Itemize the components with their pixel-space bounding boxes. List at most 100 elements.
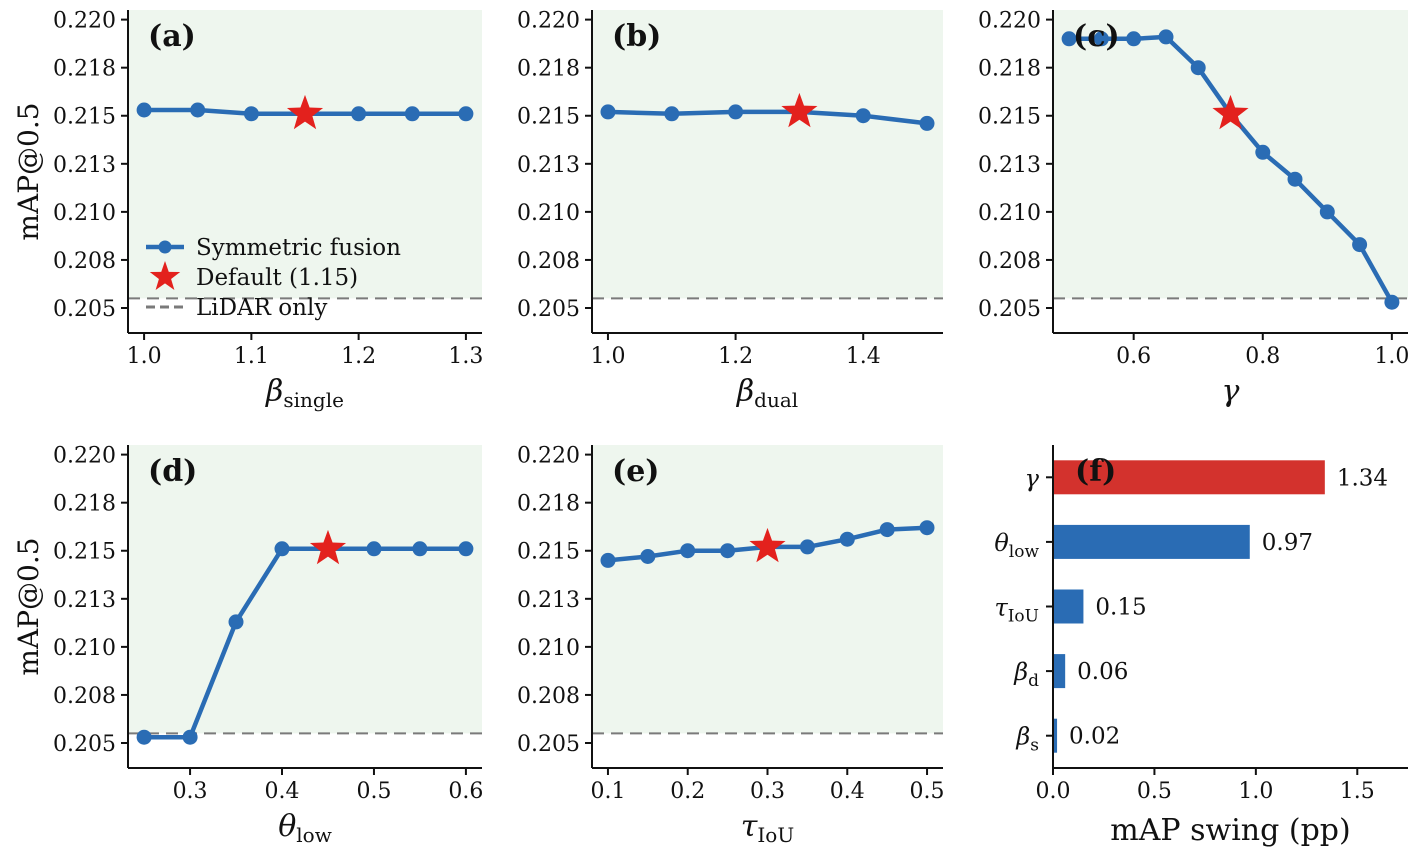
x-axis-label: γ <box>1222 374 1240 409</box>
data-point-marker <box>855 108 871 124</box>
y-tick-label: 0.210 <box>517 201 580 226</box>
y-tick-label: 0.210 <box>978 201 1041 226</box>
data-point-marker <box>366 541 382 557</box>
data-point-marker <box>1158 29 1174 45</box>
data-point-marker <box>664 106 680 122</box>
data-point-marker <box>1384 294 1400 310</box>
bar-category-label: θlow <box>994 529 1039 562</box>
data-point-marker <box>351 106 367 122</box>
y-tick-label: 0.213 <box>53 153 116 178</box>
data-point-marker <box>680 543 696 559</box>
data-point-marker <box>640 549 656 564</box>
panel-letter-label: (e) <box>612 454 659 489</box>
x-tick-label: 1.1 <box>234 344 269 369</box>
default-star-marker <box>309 529 347 565</box>
data-point-marker <box>1126 31 1142 47</box>
data-point-marker <box>182 729 198 745</box>
bar-value-label: 0.97 <box>1262 530 1313 556</box>
x-tick-label: 0.6 <box>1116 344 1151 369</box>
y-tick-label: 0.205 <box>53 732 116 757</box>
panel-a: 0.205 0.208 0.210 0.213 0.215 0.218 0.220 1.0 1.… <box>12 9 483 412</box>
y-tick-label: 0.208 <box>53 249 116 274</box>
above-baseline-shade <box>592 10 943 299</box>
above-baseline-shade <box>128 10 482 299</box>
y-tick-label: 0.220 <box>978 9 1041 34</box>
above-baseline-shade <box>592 445 943 734</box>
y-tick-label: 0.218 <box>517 492 580 517</box>
panel-f: 1.34 γ 0.97 θlow 0.15 τIoU 0.06 βd 0.02 βs 0.0 0.5 1… <box>994 445 1408 848</box>
y-tick-label: 0.205 <box>53 297 116 322</box>
y-tick-label: 0.210 <box>53 636 116 661</box>
legend-star-marker <box>149 261 181 290</box>
x-tick-label: 0.0 <box>1036 779 1071 804</box>
bar-category-label: βs <box>1015 723 1039 756</box>
y-tick-label: 0.208 <box>978 249 1041 274</box>
swing-bar <box>1053 654 1066 689</box>
y-tick-label: 0.213 <box>517 153 580 178</box>
x-tick-label: 1.0 <box>590 344 625 369</box>
data-point-marker <box>600 104 616 120</box>
y-axis-label: mAP@0.5 <box>12 102 45 240</box>
y-tick-label: 0.215 <box>517 105 580 130</box>
bar-category-label: βd <box>1013 658 1039 691</box>
x-axis-label: βsingle <box>265 374 344 412</box>
x-tick-label: 0.2 <box>670 779 705 804</box>
bar-category-label: τIoU <box>994 594 1039 627</box>
x-axis-label: τIoU <box>741 809 794 847</box>
y-tick-label: 0.213 <box>978 153 1041 178</box>
above-baseline-shade <box>1053 10 1408 299</box>
data-point-marker <box>274 541 290 557</box>
x-tick-label: 0.5 <box>356 779 391 804</box>
y-tick-label: 0.218 <box>978 57 1041 82</box>
x-tick-label: 0.5 <box>910 779 945 804</box>
data-point-marker <box>1093 31 1109 47</box>
above-baseline-shade <box>128 445 482 734</box>
data-point-marker <box>136 102 152 118</box>
x-tick-label: 1.0 <box>1374 344 1409 369</box>
panel-c: 0.205 0.208 0.210 0.213 0.215 0.218 0.220 0.6 0.… <box>978 9 1409 409</box>
x-tick-label: 1.0 <box>1238 779 1273 804</box>
y-tick-label: 0.205 <box>517 297 580 322</box>
data-point-marker <box>600 552 616 568</box>
panel-letter-label: (d) <box>148 454 197 489</box>
x-axis-label: βdual <box>736 374 798 412</box>
swing-bar <box>1053 460 1325 495</box>
series-line <box>141 546 469 740</box>
bar-value-label: 0.02 <box>1069 724 1120 750</box>
y-tick-label: 0.218 <box>53 492 116 517</box>
data-point-marker <box>228 614 244 630</box>
data-point-marker <box>919 520 935 536</box>
bar-value-label: 1.34 <box>1337 465 1388 491</box>
x-tick-label: 1.3 <box>448 344 483 369</box>
data-point-marker <box>879 522 895 538</box>
panel-letter-label: (a) <box>148 19 196 54</box>
x-tick-label: 1.2 <box>341 344 376 369</box>
data-point-marker <box>458 106 474 122</box>
x-tick-label: 0.1 <box>590 779 625 804</box>
swing-bar <box>1053 589 1084 624</box>
y-tick-label: 0.210 <box>53 201 116 226</box>
y-tick-label: 0.210 <box>517 636 580 661</box>
panel-letter-label: (f) <box>1075 454 1116 489</box>
y-tick-label: 0.215 <box>517 540 580 565</box>
swing-bar <box>1053 718 1058 753</box>
panel-letter-label: (c) <box>1073 19 1120 54</box>
data-point-marker <box>190 102 206 118</box>
data-point-marker <box>839 531 855 547</box>
x-tick-label: 0.3 <box>173 779 208 804</box>
y-tick-label: 0.208 <box>517 249 580 274</box>
legend-label: LiDAR only <box>196 295 327 321</box>
default-star-marker <box>286 94 324 130</box>
legend-dot-marker <box>158 240 172 254</box>
y-tick-label: 0.215 <box>53 105 116 130</box>
bar-value-label: 0.15 <box>1095 595 1146 621</box>
y-tick-label: 0.213 <box>53 588 116 613</box>
data-point-marker <box>919 115 935 131</box>
y-tick-label: 0.220 <box>53 444 116 469</box>
y-tick-label: 0.205 <box>978 297 1041 322</box>
panel-b: 0.205 0.208 0.210 0.213 0.215 0.218 0.220 1.0 1.… <box>517 9 943 412</box>
panel-d: 0.205 0.208 0.210 0.213 0.215 0.218 0.220 0.3 0.… <box>12 444 483 847</box>
y-tick-label: 0.213 <box>517 588 580 613</box>
